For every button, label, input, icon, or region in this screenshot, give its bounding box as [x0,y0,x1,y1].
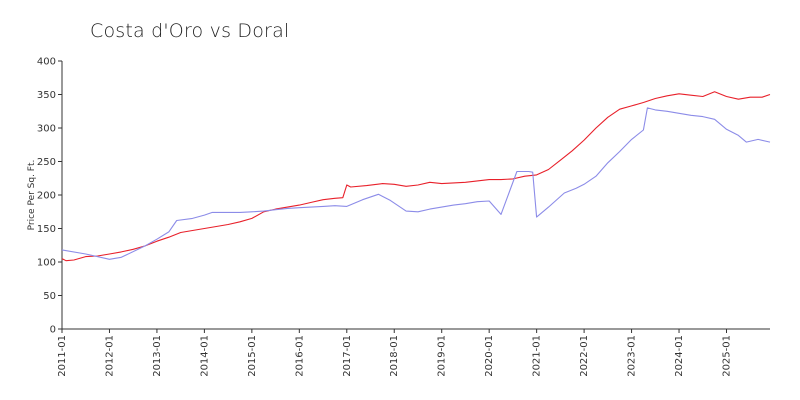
y-tick-label: 50 [43,291,56,302]
x-tick-label: 2016-01 [294,335,305,377]
y-tick-label: 350 [37,90,56,101]
y-axis-label: Price Per Sq. Ft. [27,160,37,231]
x-tick-label: 2024-01 [674,335,685,377]
x-tick-label: 2014-01 [199,335,210,377]
x-tick-label: 2019-01 [437,335,448,377]
axes: 0 50 100 150 200 250 300 350 400 2011-01 2012-01 20… [37,57,770,377]
y-tick-label: 100 [37,258,56,269]
y-tick-label: 300 [37,124,56,135]
y-tick-label: 250 [37,157,56,168]
y-tick-label: 200 [37,191,56,202]
x-tick-label: 2013-01 [152,335,163,377]
x-tick-label: 2012-01 [104,335,115,377]
x-tick-label: 2015-01 [247,335,258,377]
y-tick-label: 0 [50,325,56,336]
chart-title: Costa d'Oro vs Doral [90,20,290,42]
x-tick-label: 2020-01 [484,335,495,377]
series-layer [61,91,771,262]
x-tick-label: 2021-01 [532,335,543,377]
x-tick-label: 2025-01 [721,335,732,377]
x-tick-label: 2022-01 [579,335,590,377]
y-tick-label: 400 [37,57,56,68]
x-tick-label: 2017-01 [342,335,353,377]
x-tick-label: 2018-01 [389,335,400,377]
x-tick-label: 2011-01 [57,335,68,377]
series-line-2 [61,107,771,260]
series-line-1 [61,91,771,262]
x-tick-label: 2023-01 [627,335,638,377]
y-tick-label: 150 [37,224,56,235]
